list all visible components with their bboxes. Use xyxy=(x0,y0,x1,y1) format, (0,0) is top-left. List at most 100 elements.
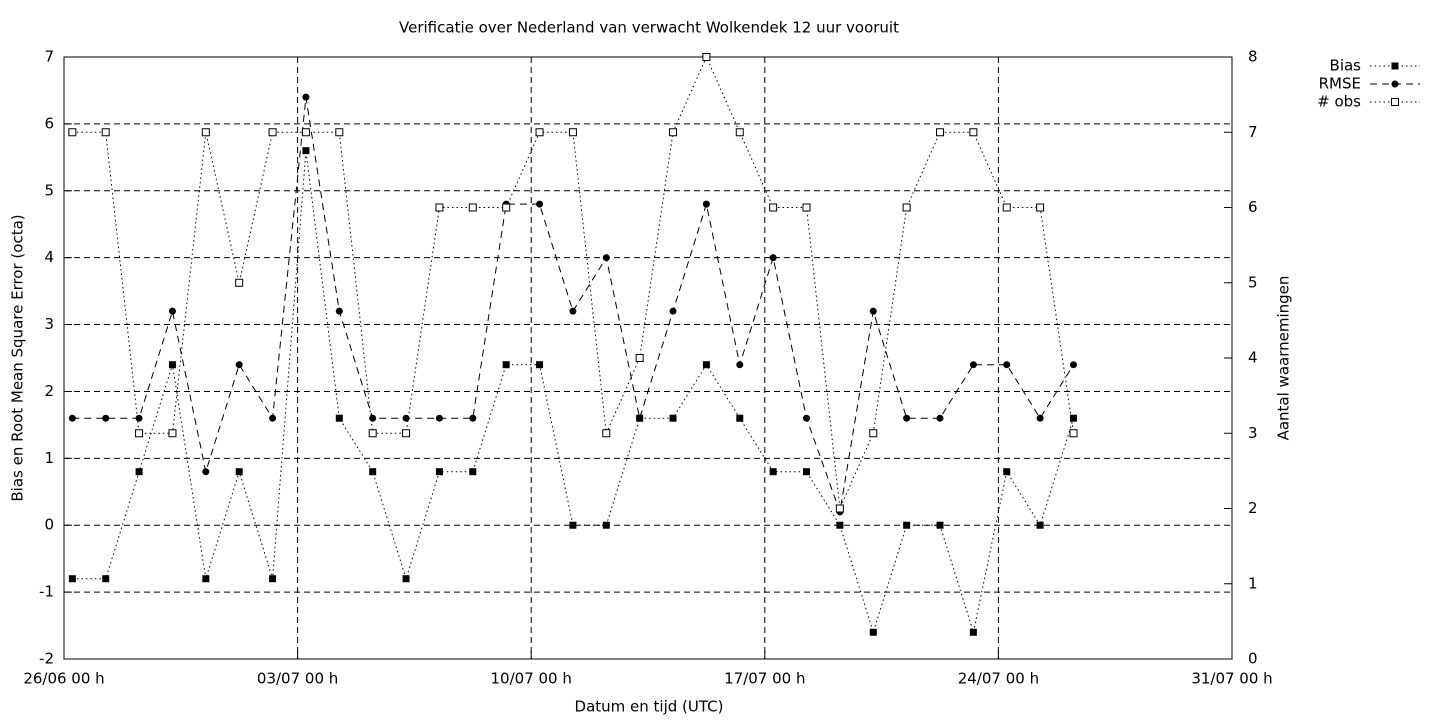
data-point xyxy=(569,307,577,315)
data-point xyxy=(1003,468,1011,476)
data-point xyxy=(269,575,277,583)
data-point xyxy=(635,354,644,362)
data-point xyxy=(936,521,944,529)
series-line xyxy=(72,150,1074,635)
data-point xyxy=(435,468,443,476)
data-point xyxy=(268,128,277,137)
data-point xyxy=(402,429,411,438)
y-tick-label: 7 xyxy=(44,48,54,66)
data-point xyxy=(368,429,377,438)
data-point xyxy=(569,521,577,529)
series-line xyxy=(72,55,1074,511)
data-point xyxy=(502,203,511,212)
data-point xyxy=(636,414,644,422)
y2-tick-label: 2 xyxy=(1248,499,1258,517)
data-point xyxy=(769,254,777,262)
data-point xyxy=(102,575,110,583)
series-line xyxy=(72,97,1074,514)
y-tick-label: 4 xyxy=(44,248,54,266)
data-point xyxy=(803,468,811,476)
data-point xyxy=(335,414,343,422)
y2-axis-label: Aantal waarnemingen xyxy=(1275,276,1293,441)
data-point xyxy=(468,203,477,212)
legend-label: RMSE xyxy=(1319,75,1361,93)
data-point xyxy=(802,203,811,212)
data-point xyxy=(869,628,877,636)
data-point xyxy=(135,414,143,422)
data-point xyxy=(302,147,310,155)
data-point xyxy=(903,521,911,529)
data-point xyxy=(1069,429,1078,438)
y-tick-label: 3 xyxy=(44,315,54,333)
data-point xyxy=(535,128,544,137)
data-point xyxy=(168,307,176,315)
chart-title: Verificatie over Nederland van verwacht … xyxy=(399,19,899,37)
data-point xyxy=(869,307,877,315)
data-point xyxy=(735,128,744,137)
data-point xyxy=(402,575,410,583)
data-point xyxy=(1036,521,1044,529)
data-point xyxy=(202,468,210,476)
data-point xyxy=(1069,414,1077,422)
legend-marker xyxy=(1391,80,1399,88)
y-tick-label: 2 xyxy=(44,382,54,400)
data-point xyxy=(835,504,844,513)
data-point xyxy=(903,414,911,422)
data-point xyxy=(769,203,778,212)
data-point xyxy=(568,128,577,137)
y2-tick-label: 7 xyxy=(1248,123,1258,141)
data-point xyxy=(803,414,811,422)
y2-tick-label: 4 xyxy=(1248,349,1258,367)
data-point xyxy=(269,414,277,422)
x-axis-label: Datum en tijd (UTC) xyxy=(575,698,724,716)
data-point xyxy=(335,128,344,137)
data-point xyxy=(969,628,977,636)
data-point xyxy=(201,128,210,137)
data-point xyxy=(669,128,678,137)
y-tick-label: 6 xyxy=(44,114,54,132)
x-tick-label: 17/07 00 h xyxy=(724,670,805,688)
data-point xyxy=(469,414,477,422)
plot-border xyxy=(63,56,1233,660)
y-tick-label: 0 xyxy=(44,516,54,534)
data-point xyxy=(369,468,377,476)
y-tick-label: -1 xyxy=(39,583,54,601)
data-point xyxy=(135,429,144,438)
x-tick-label: 10/07 00 h xyxy=(491,670,572,688)
data-point xyxy=(602,254,610,262)
legend-label: Bias xyxy=(1330,57,1362,75)
x-tick-label: 26/06 00 h xyxy=(23,670,104,688)
data-point xyxy=(936,128,944,137)
data-point xyxy=(402,414,410,422)
data-point xyxy=(68,414,76,422)
data-point xyxy=(1036,414,1044,422)
data-point xyxy=(235,361,243,369)
data-point xyxy=(736,414,744,422)
data-point xyxy=(602,429,611,438)
y2-tick-label: 8 xyxy=(1248,48,1258,66)
data-point xyxy=(369,414,377,422)
data-point xyxy=(669,307,677,315)
data-point xyxy=(502,361,510,369)
y-tick-label: 1 xyxy=(44,449,54,467)
data-point xyxy=(702,53,711,61)
y-axis-label: Bias en Root Mean Square Error (octa) xyxy=(9,214,27,501)
data-point xyxy=(669,414,677,422)
data-point xyxy=(68,575,76,583)
data-point xyxy=(102,414,110,422)
data-point xyxy=(235,468,243,476)
data-point xyxy=(101,128,110,137)
data-point xyxy=(602,521,610,529)
y-tick-label: 5 xyxy=(44,181,54,199)
data-point xyxy=(969,361,977,369)
data-point xyxy=(68,128,77,137)
data-point xyxy=(702,200,710,208)
data-point xyxy=(836,521,844,529)
data-point xyxy=(1003,361,1011,369)
data-point xyxy=(936,414,944,422)
y2-tick-label: 1 xyxy=(1248,574,1258,592)
data-point xyxy=(301,128,310,137)
legend-marker xyxy=(1391,62,1399,70)
data-point xyxy=(536,200,544,208)
